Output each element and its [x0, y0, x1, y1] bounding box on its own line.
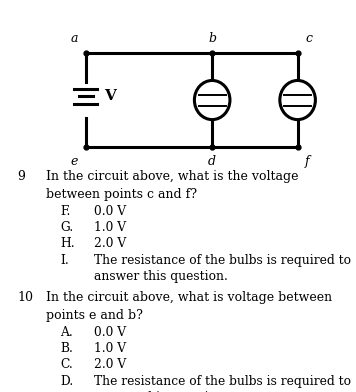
Text: points e and b?: points e and b?: [46, 310, 143, 323]
Text: C.: C.: [60, 358, 73, 371]
Text: e: e: [71, 155, 78, 168]
Text: The resistance of the bulbs is required to: The resistance of the bulbs is required …: [94, 254, 351, 267]
Text: d: d: [208, 155, 216, 168]
Text: I.: I.: [60, 254, 69, 267]
Text: 2.0 V: 2.0 V: [94, 237, 126, 250]
Text: V: V: [105, 89, 116, 103]
Text: between points c and f?: between points c and f?: [46, 189, 198, 201]
Text: A.: A.: [60, 326, 73, 339]
Text: answer this question.: answer this question.: [94, 391, 228, 392]
Text: The resistance of the bulbs is required to: The resistance of the bulbs is required …: [94, 374, 351, 388]
Circle shape: [194, 80, 230, 120]
Text: D.: D.: [60, 374, 73, 388]
Text: a: a: [71, 32, 78, 45]
Text: 2.0 V: 2.0 V: [94, 358, 126, 371]
Text: B.: B.: [60, 342, 73, 355]
Circle shape: [280, 80, 315, 120]
Text: 0.0 V: 0.0 V: [94, 205, 126, 218]
Text: 0.0 V: 0.0 V: [94, 326, 126, 339]
Text: 1.0 V: 1.0 V: [94, 221, 126, 234]
Text: answer this question.: answer this question.: [94, 270, 228, 283]
Text: 1.0 V: 1.0 V: [94, 342, 126, 355]
Text: c: c: [305, 32, 312, 45]
Text: In the circuit above, what is voltage between: In the circuit above, what is voltage be…: [46, 291, 333, 305]
Text: b: b: [208, 32, 216, 45]
Text: H.: H.: [60, 237, 75, 250]
Text: 9: 9: [17, 171, 25, 183]
Text: In the circuit above, what is the voltage: In the circuit above, what is the voltag…: [46, 171, 299, 183]
Text: 10: 10: [17, 291, 33, 305]
Text: G.: G.: [60, 221, 73, 234]
Text: f: f: [305, 155, 310, 168]
Text: F.: F.: [60, 205, 70, 218]
